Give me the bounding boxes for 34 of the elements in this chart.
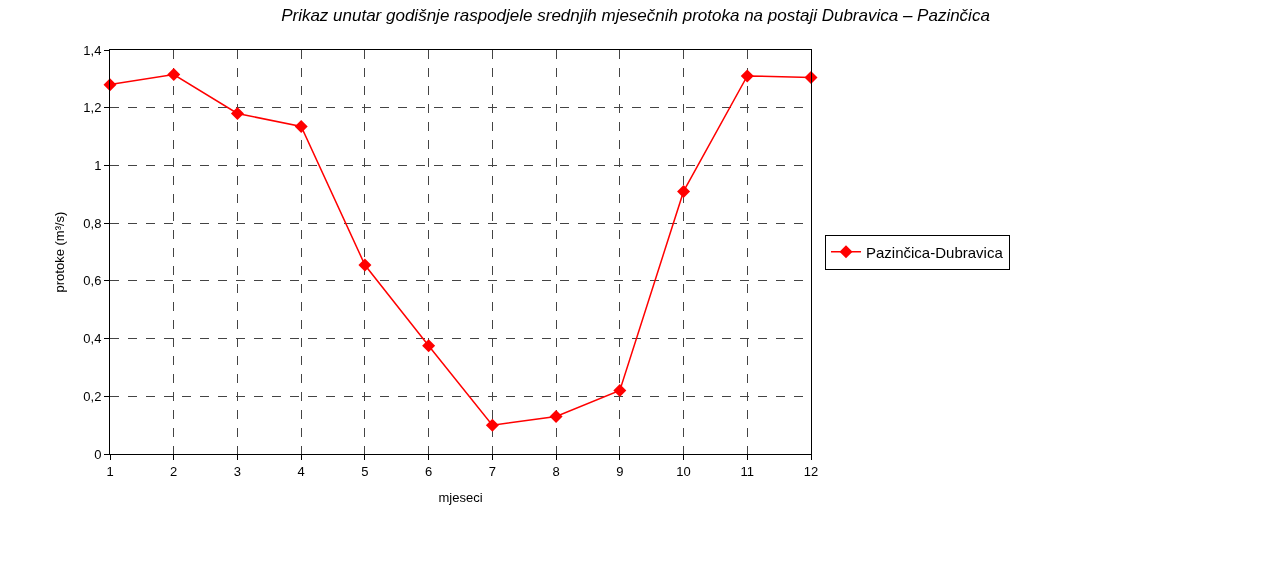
point	[294, 119, 308, 133]
y-tick-label: 0,4	[83, 331, 102, 347]
point	[740, 69, 754, 83]
legend-label: Pazinčica-Dubravica	[866, 243, 1004, 261]
y-tick-label: 0,6	[83, 273, 102, 289]
chart-title: Prikaz unutar godišnje raspodjele srednjih mjesečnih protoka na postaji Dubravica – Pazinčica	[281, 5, 990, 25]
point	[549, 409, 563, 423]
point	[358, 258, 372, 272]
x-tick-label: 5	[361, 463, 369, 479]
point	[230, 106, 244, 120]
y-tick-label: 1,4	[83, 42, 102, 58]
x-tick-label: 3	[233, 463, 242, 479]
y-tick-label: 1	[94, 157, 102, 173]
y-tick-label: 0,8	[83, 215, 102, 231]
x-tick-label: 4	[297, 463, 305, 479]
x-tick-label: 9	[616, 463, 624, 479]
x-tick-label: 7	[488, 463, 496, 479]
point	[422, 339, 436, 353]
x-tick-label: 11	[740, 463, 755, 479]
y-tick-label: 0,2	[83, 388, 102, 404]
point	[677, 184, 691, 198]
x-tick-label: 10	[676, 463, 691, 479]
x-tick-label: 2	[170, 463, 178, 479]
x-tick-label: 8	[552, 463, 560, 479]
x-tick-label: 1	[106, 463, 114, 479]
x-tick-label: 6	[425, 463, 433, 479]
y-axis-title: protoke (m³/s)	[52, 211, 68, 293]
y-tick-label: 1,2	[83, 100, 102, 116]
point	[613, 384, 627, 398]
x-tick-label: 12	[803, 463, 819, 479]
point	[485, 418, 499, 432]
x-axis-title: mjeseci	[438, 490, 483, 506]
point	[167, 68, 181, 82]
y-tick-label: 0	[94, 446, 102, 462]
